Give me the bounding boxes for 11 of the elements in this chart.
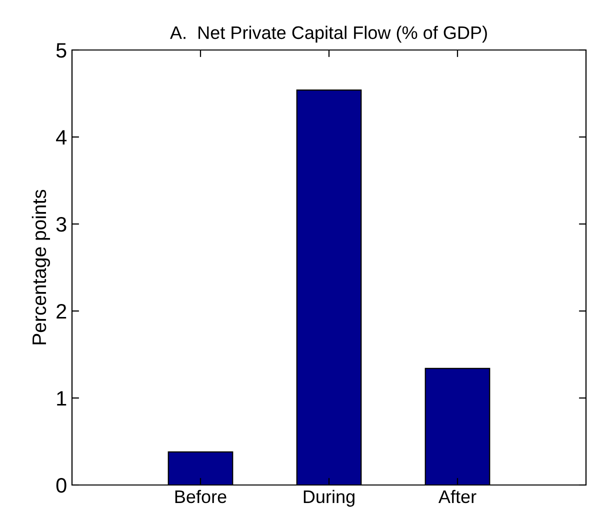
x-tick-label: During [304, 490, 354, 507]
chart-title: A. Net Private Capital Flow (% of GDP) [170, 26, 487, 43]
x-tick-label: After [438, 490, 476, 504]
x-tick-label: Before [175, 490, 226, 504]
y-tick-label: 2 [56, 304, 66, 319]
y-tick-label: 0 [56, 478, 66, 493]
y-tick-label: 3 [56, 217, 66, 232]
y-tick-label: 5 [56, 43, 66, 58]
y-axis-title: Percentage points [32, 190, 50, 344]
y-tick-label: 4 [56, 130, 67, 145]
y-tick-label: 1 [57, 391, 66, 406]
